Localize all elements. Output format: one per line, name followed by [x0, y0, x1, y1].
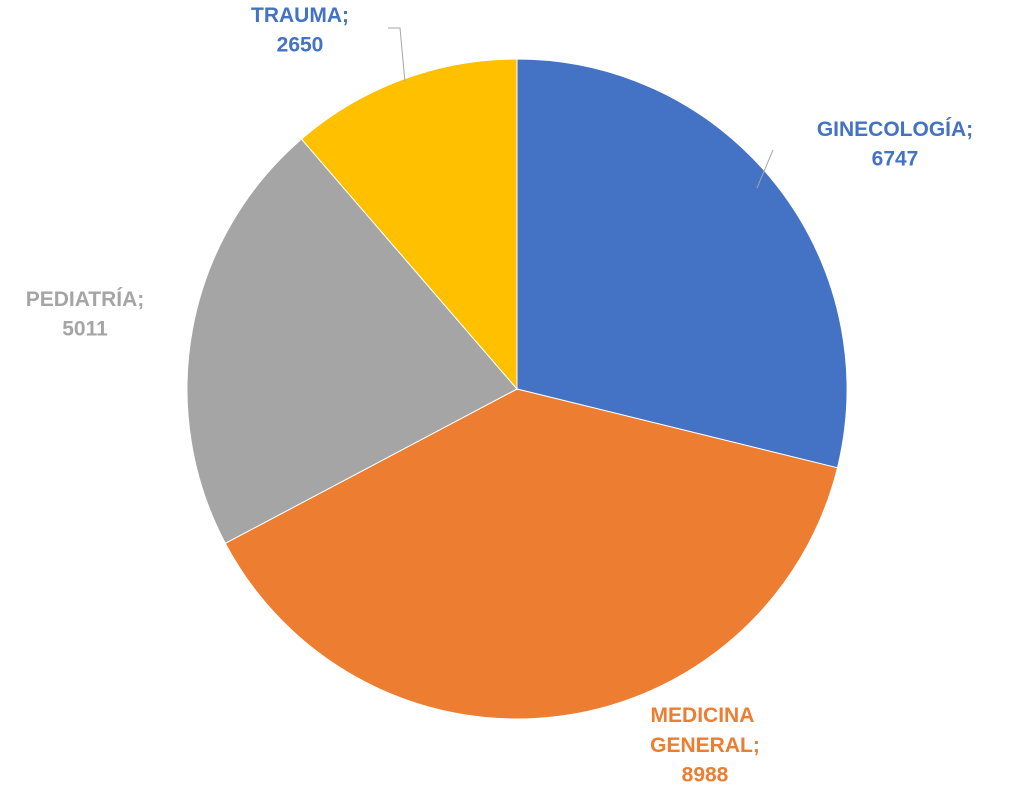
label-line: TRAUMA;	[251, 4, 349, 27]
pie-slice	[224, 388, 839, 720]
label-line: MEDICINA	[651, 704, 760, 727]
data-label-category: MEDICINA GENERAL;	[650, 704, 760, 757]
label-line: GENERAL;	[650, 734, 760, 757]
label-line: PEDIATRÍA;	[26, 288, 145, 311]
data-label-category: GINECOLOGÍA;	[817, 118, 973, 141]
data-label-value: 6747	[872, 148, 919, 171]
pie-slice	[300, 58, 518, 391]
label-line: GINECOLOGÍA;	[817, 118, 973, 141]
pie-slice	[186, 138, 518, 544]
data-label-category: PEDIATRÍA;	[26, 288, 145, 311]
leader-line	[388, 27, 406, 83]
data-label-value: 5011	[62, 318, 108, 341]
data-label-value: 2650	[277, 34, 324, 57]
pie-slice	[516, 58, 848, 469]
data-label-category: TRAUMA;	[251, 4, 349, 27]
data-label-value: 8988	[682, 764, 729, 787]
leader-line	[756, 149, 774, 189]
